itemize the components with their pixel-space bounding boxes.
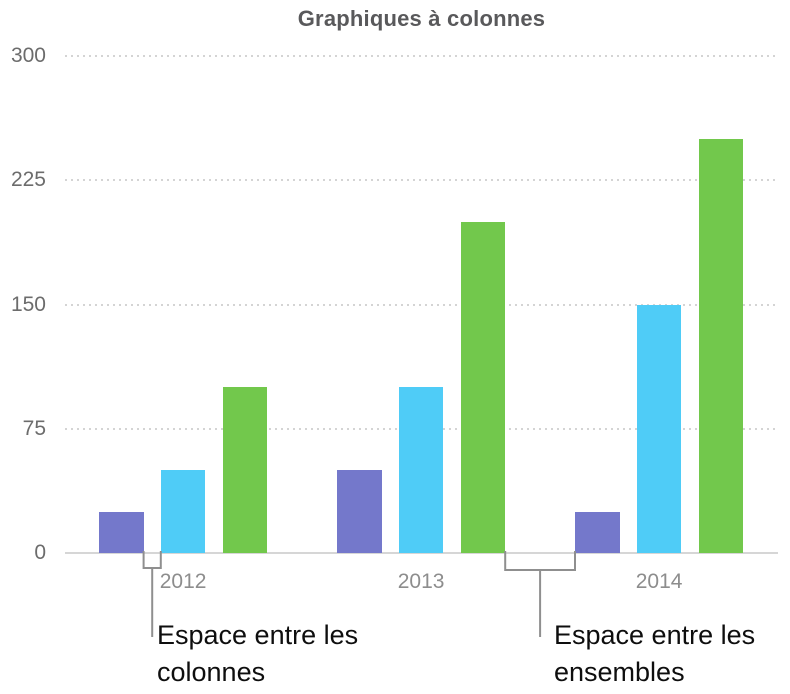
bar-2014-purple-series xyxy=(575,511,620,553)
x-axis-tick-label: 2013 xyxy=(397,570,445,593)
y-axis-tick-label: 225 xyxy=(10,168,46,192)
annotation-sets-spacing: Espace entre les ensembles xyxy=(554,617,755,691)
gridline xyxy=(65,303,778,306)
bar-2012-purple-series xyxy=(99,511,144,553)
y-axis-tick-label: 0 xyxy=(34,541,46,564)
annotation-line-1: Espace entre les xyxy=(554,620,756,650)
gridline xyxy=(65,179,778,182)
chart-title: Graphiques à colonnes xyxy=(297,6,546,31)
bar-2012-green-series xyxy=(222,387,268,553)
bar-2012-cyan-series xyxy=(160,470,206,553)
gridline xyxy=(65,55,778,57)
bar-2013-green-series xyxy=(460,221,506,553)
y-axis-tick-label: 75 xyxy=(22,416,46,440)
annotation-line-2: colonnes xyxy=(157,657,266,687)
bar-2013-purple-series xyxy=(337,470,382,553)
y-axis-tick-label: 300 xyxy=(10,44,46,67)
annotation-columns-spacing: Espace entre les colonnes xyxy=(157,617,358,691)
y-axis-tick-label: 150 xyxy=(10,292,46,316)
bar-2014-cyan-series xyxy=(636,304,682,553)
annotation-line-1: Espace entre les xyxy=(157,620,359,650)
x-axis-tick-label: 2012 xyxy=(159,570,207,593)
x-axis-tick-label: 2014 xyxy=(635,570,683,593)
bar-2013-cyan-series xyxy=(398,387,444,553)
bar-2014-green-series xyxy=(698,138,744,553)
x-axis-baseline xyxy=(65,552,778,554)
annotation-line-2: ensembles xyxy=(554,657,685,687)
